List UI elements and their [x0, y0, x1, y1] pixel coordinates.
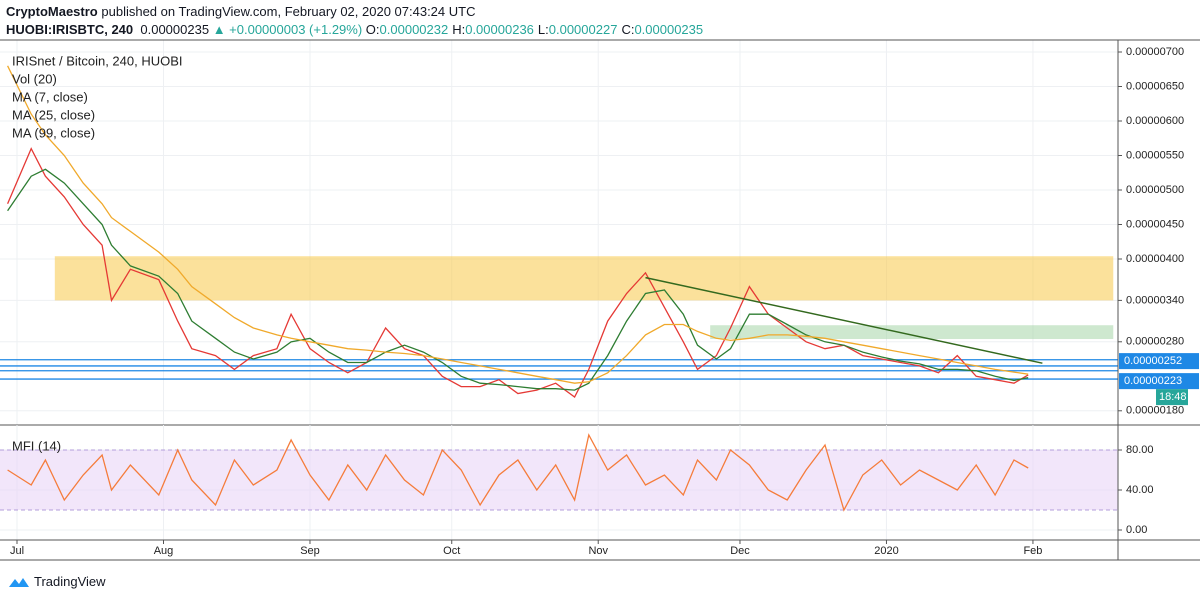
x-tick-label: Nov — [588, 545, 608, 557]
y-tick-label: 0.00000280 — [1126, 336, 1184, 348]
x-tick-label: Jul — [10, 545, 24, 557]
symbol-line: HUOBI:IRISBTC, 240 0.00000235 ▲ +0.00000… — [6, 22, 707, 37]
ohlc-key: H: — [452, 22, 466, 37]
brand: TradingView — [34, 574, 106, 589]
y-tick-label: 40.00 — [1126, 484, 1154, 496]
indicator-label: Vol (20) — [12, 71, 57, 86]
y-tick-label: 0.00000700 — [1126, 46, 1184, 58]
legend-entry: MA (7, close) — [12, 89, 88, 104]
countdown-bg — [1156, 389, 1188, 406]
y-tick-label: 0.00000650 — [1126, 80, 1184, 92]
ohlc-key: C: — [621, 22, 635, 37]
series-line — [7, 168, 1029, 391]
countdown: 18:48 — [1159, 391, 1187, 403]
x-tick-label: Dec — [730, 545, 750, 557]
ohlc-key: L: — [537, 22, 549, 37]
price-label-bg — [1119, 353, 1199, 370]
symbol: HUOBI:IRISBTC, 240 — [6, 22, 134, 37]
header-line: CryptoMaestro published on TradingView.c… — [6, 4, 475, 19]
series-line — [7, 147, 1029, 398]
x-tick-label: 2020 — [874, 545, 898, 557]
y-tick-label: 0.00000600 — [1126, 115, 1184, 127]
ohlc-value: 0.00000235 — [634, 22, 704, 37]
y-tick-label: 80.00 — [1126, 444, 1154, 456]
chart: 0.00000700 0.00000650 0.00000600 0.00000550… — [0, 39, 1200, 561]
y-tick-label: 0.00 — [1126, 524, 1147, 536]
pane-title: IRISnet / Bitcoin, 240, HUOBI — [12, 53, 183, 68]
price-label-bg — [1119, 373, 1199, 390]
published: published on TradingView.com, February 0… — [101, 4, 476, 19]
legend-entry: MA (99, close) — [12, 125, 95, 140]
trend-line — [645, 276, 1043, 364]
y-tick-label: 0.00000450 — [1126, 218, 1184, 230]
y-tick-label: 0.00000340 — [1126, 294, 1184, 306]
y-tick-label: 0.00000180 — [1126, 405, 1184, 417]
ohlc-value: 0.00000232 — [379, 22, 449, 37]
price-label: 0.00000223 — [1124, 375, 1182, 387]
x-tick-label: Sep — [300, 545, 320, 557]
x-tick-label: Feb — [1023, 545, 1042, 557]
logo — [9, 577, 29, 587]
x-tick-label: Oct — [443, 545, 460, 557]
last-price: 0.00000235 — [140, 22, 210, 37]
change: ▲ +0.00000003 (+1.29%) — [212, 22, 363, 37]
ohlc-key: O: — [365, 22, 380, 37]
ohlc-value: 0.00000236 — [465, 22, 534, 37]
series-line — [7, 433, 1029, 512]
ohlc-value: 0.00000227 — [548, 22, 618, 37]
publisher: CryptoMaestro — [6, 4, 98, 19]
y-tick-label: 0.00000500 — [1126, 184, 1184, 196]
zone — [710, 325, 1114, 340]
y-tick-label: 0.00000400 — [1126, 253, 1184, 265]
x-tick-label: Aug — [154, 545, 174, 557]
zone — [54, 256, 1114, 301]
y-tick-label: 0.00000550 — [1126, 149, 1184, 161]
pane-title: MFI (14) — [12, 438, 61, 453]
mfi-band — [0, 450, 1118, 510]
series-line — [7, 65, 1029, 384]
footer: TradingView — [8, 574, 106, 589]
legend-entry: MA (25, close) — [12, 107, 95, 122]
price-label: 0.00000252 — [1124, 355, 1182, 367]
ohlc: O:0.00000232 H:0.00000236 L:0.00000227 C:0.… — [366, 22, 707, 37]
